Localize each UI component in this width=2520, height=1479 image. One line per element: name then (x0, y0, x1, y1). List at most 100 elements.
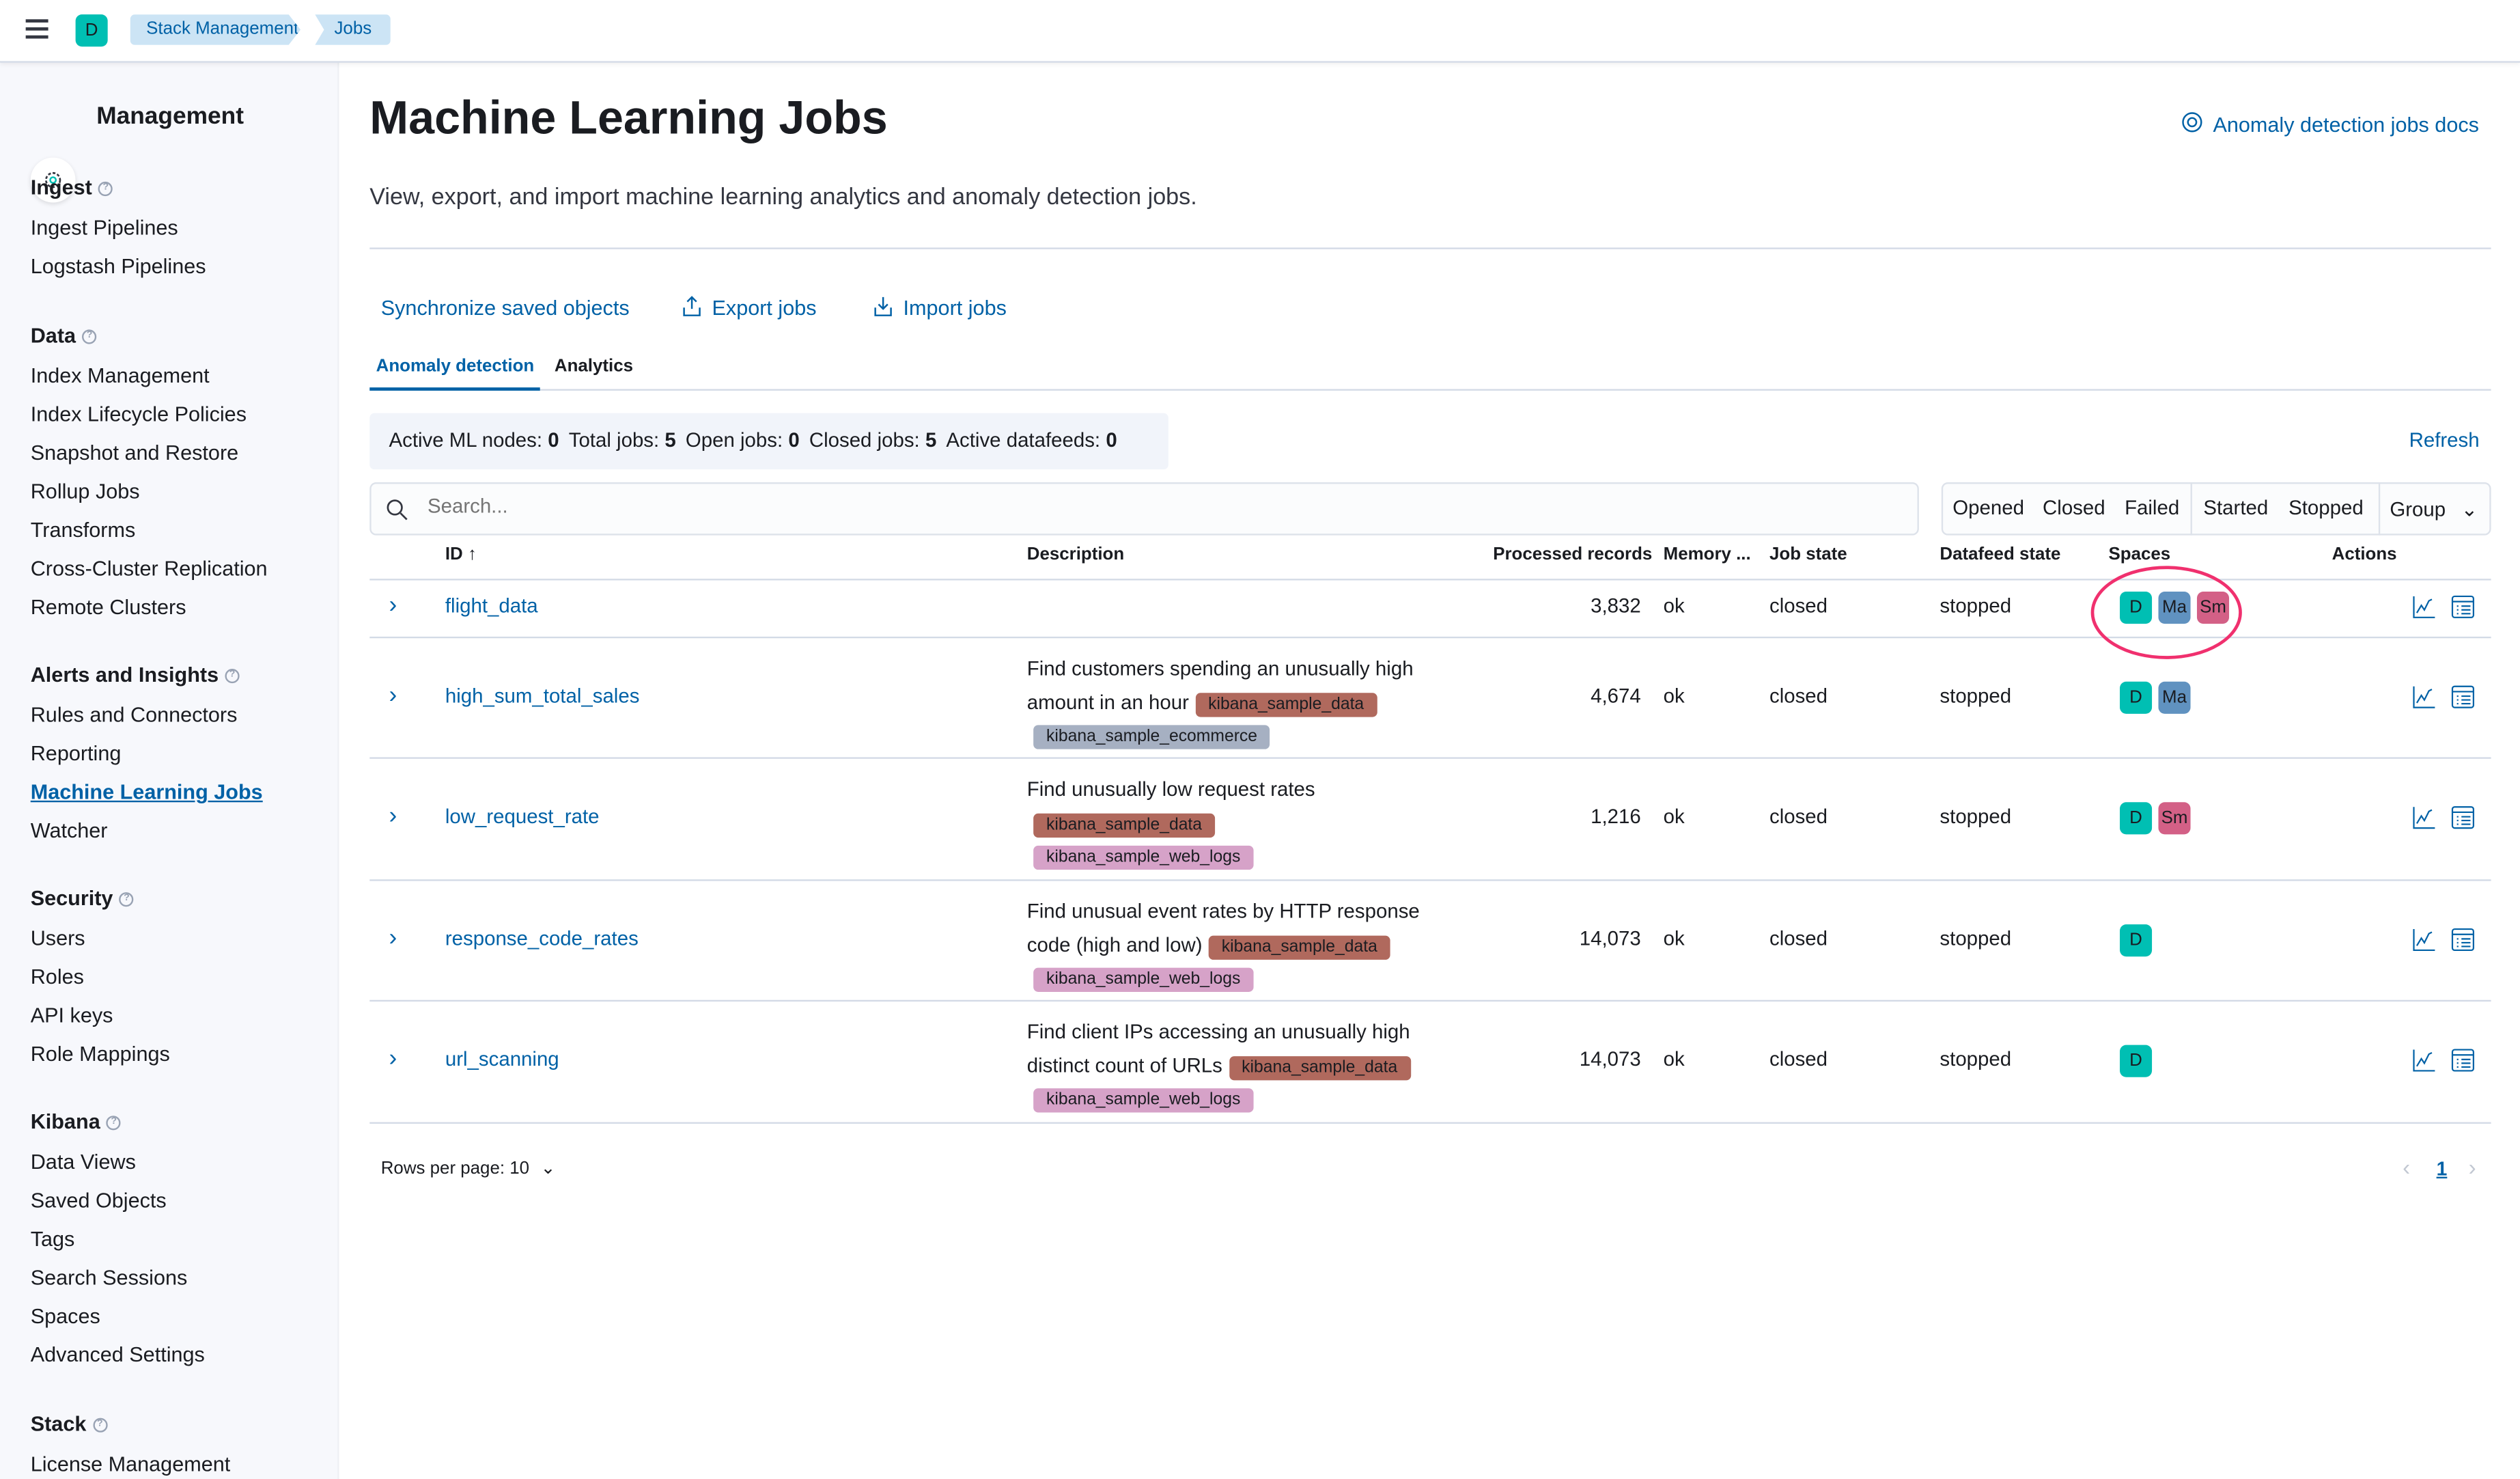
expand-row-chevron-icon[interactable]: › (389, 923, 397, 951)
column-job-state[interactable]: Job state (1769, 544, 1847, 565)
import-jobs-button[interactable]: Import jobs (873, 296, 1007, 322)
column-id[interactable]: ID ↑ (445, 544, 477, 565)
manage-job-list-icon[interactable] (2451, 595, 2475, 624)
space-badge-ma[interactable]: Ma (2158, 680, 2191, 713)
group-tag[interactable]: kibana_sample_web_logs (1033, 1088, 1254, 1113)
menu-icon[interactable] (25, 19, 48, 39)
sidebar-item-role-mappings[interactable]: Role Mappings (30, 1041, 170, 1066)
job-id-link[interactable]: low_request_rate (445, 805, 600, 828)
docs-link[interactable]: Anomaly detection jobs docs (2181, 111, 2479, 138)
space-badge-d[interactable]: D (2120, 680, 2153, 713)
expand-row-chevron-icon[interactable]: › (389, 802, 397, 830)
group-filter-dropdown[interactable]: Group ⌄ (2390, 498, 2478, 521)
sidebar-item-users[interactable]: Users (30, 926, 85, 950)
sidebar-item-machine-learning-jobs[interactable]: Machine Learning Jobs (30, 779, 263, 804)
view-results-icon[interactable] (2412, 684, 2436, 713)
group-tag[interactable]: kibana_sample_data (1208, 935, 1390, 959)
page-1-button[interactable]: 1 (2436, 1157, 2448, 1180)
expand-row-chevron-icon[interactable]: › (389, 592, 397, 620)
filter-started[interactable]: Started (2203, 497, 2269, 520)
view-results-icon[interactable] (2412, 927, 2436, 956)
column-memory[interactable]: Memory ... (1663, 544, 1751, 565)
tab-analytics[interactable]: Analytics (554, 357, 634, 376)
sidebar-item-advanced-settings[interactable]: Advanced Settings (30, 1342, 205, 1367)
sync-saved-objects-button[interactable]: Synchronize saved objects (380, 296, 630, 320)
manage-job-list-icon[interactable] (2451, 1048, 2475, 1077)
job-description: Find customers spending an unusually hig… (1027, 652, 1445, 751)
sidebar-item-data-views[interactable]: Data Views (30, 1149, 136, 1174)
filter-closed[interactable]: Closed (2043, 497, 2105, 520)
stat-value: 0 (548, 429, 559, 452)
sidebar-item-index-management[interactable]: Index Management (30, 363, 210, 388)
space-badge-d[interactable]: D (2120, 1045, 2153, 1077)
search-input-wrapper[interactable] (369, 482, 1919, 536)
space-badge-d[interactable]: D (2120, 802, 2153, 835)
sidebar-item-saved-objects[interactable]: Saved Objects (30, 1188, 167, 1213)
sidebar-item-snapshot-and-restore[interactable]: Snapshot and Restore (30, 440, 239, 465)
help-icon[interactable]: ? (92, 1418, 107, 1433)
sidebar-item-spaces[interactable]: Spaces (30, 1303, 100, 1328)
view-results-icon[interactable] (2412, 1048, 2436, 1077)
sidebar-item-search-sessions[interactable]: Search Sessions (30, 1265, 188, 1290)
sidebar-item-roles[interactable]: Roles (30, 964, 84, 989)
manage-job-list-icon[interactable] (2451, 805, 2475, 834)
processed-records: 14,073 (1579, 926, 1641, 950)
filter-opened[interactable]: Opened (1952, 497, 2024, 520)
refresh-button[interactable]: Refresh (2409, 429, 2480, 452)
help-icon[interactable]: ? (225, 669, 240, 684)
job-id-link[interactable]: url_scanning (445, 1048, 559, 1071)
column-processed-records[interactable]: Processed records (1493, 544, 1653, 565)
filter-failed[interactable]: Failed (2125, 497, 2180, 520)
group-tag[interactable]: kibana_sample_data (1229, 1055, 1411, 1080)
job-id-link[interactable]: flight_data (445, 594, 538, 618)
sidebar-item-rules-and-connectors[interactable]: Rules and Connectors (30, 702, 238, 727)
column-datafeed-state[interactable]: Datafeed state (1940, 544, 2061, 565)
space-badge-d[interactable]: D (2120, 923, 2153, 956)
sidebar-item-tags[interactable]: Tags (30, 1226, 75, 1251)
space-badge-sm[interactable]: Sm (2196, 592, 2230, 624)
next-page-icon[interactable]: › (2468, 1154, 2476, 1180)
sidebar-item-watcher[interactable]: Watcher (30, 818, 108, 843)
manage-job-list-icon[interactable] (2451, 684, 2475, 713)
job-id-link[interactable]: high_sum_total_sales (445, 684, 640, 707)
help-icon[interactable]: ? (82, 329, 97, 344)
sidebar-item-cross-cluster-replication[interactable]: Cross-Cluster Replication (30, 556, 268, 581)
space-badge-sm[interactable]: Sm (2158, 802, 2191, 835)
space-badge-d[interactable]: D (2120, 592, 2153, 624)
expand-row-chevron-icon[interactable]: › (389, 1045, 397, 1073)
tab-anomaly-detection[interactable]: Anomaly detection (369, 357, 541, 391)
section-label: Stack (30, 1411, 87, 1436)
sidebar-item-license-management[interactable]: License Management (30, 1452, 231, 1476)
filter-stopped[interactable]: Stopped (2288, 497, 2364, 520)
job-id-link[interactable]: response_code_rates (445, 926, 639, 950)
prev-page-icon[interactable]: ‹ (2403, 1154, 2411, 1180)
sidebar-item-remote-clusters[interactable]: Remote Clusters (30, 594, 186, 620)
stats-bar: Active ML nodes: 0 Total jobs: 5 Open jobs… (369, 413, 1168, 470)
help-icon[interactable]: ? (119, 892, 135, 907)
sidebar-item-ingest-pipelines[interactable]: Ingest Pipelines (30, 215, 178, 240)
rows-per-page-dropdown[interactable]: Rows per page: 10 ⌄ (380, 1159, 556, 1178)
help-icon[interactable]: ? (107, 1116, 122, 1131)
group-tag[interactable]: kibana_sample_data (1033, 812, 1215, 837)
group-tag[interactable]: kibana_sample_web_logs (1033, 845, 1254, 870)
manage-job-list-icon[interactable] (2451, 927, 2475, 956)
column-description[interactable]: Description (1026, 544, 1125, 565)
view-results-icon[interactable] (2412, 595, 2436, 624)
view-results-icon[interactable] (2412, 805, 2436, 834)
sidebar-item-reporting[interactable]: Reporting (30, 741, 122, 766)
expand-row-chevron-icon[interactable]: › (389, 680, 397, 708)
space-avatar[interactable]: D (75, 14, 108, 47)
export-jobs-button[interactable]: Export jobs (682, 296, 817, 322)
search-input[interactable] (424, 493, 1877, 520)
group-tag[interactable]: kibana_sample_web_logs (1033, 967, 1254, 992)
space-badge-ma[interactable]: Ma (2158, 592, 2191, 624)
help-icon[interactable]: ? (98, 182, 113, 197)
sidebar-item-rollup-jobs[interactable]: Rollup Jobs (30, 479, 140, 503)
group-tag[interactable]: kibana_sample_data (1195, 692, 1377, 717)
sidebar-item-api-keys[interactable]: API keys (30, 1003, 113, 1027)
sidebar-item-index-lifecycle-policies[interactable]: Index Lifecycle Policies (30, 402, 247, 426)
sidebar-item-transforms[interactable]: Transforms (30, 517, 136, 542)
breadcrumb-stack-management[interactable]: Stack Management (130, 14, 301, 45)
group-tag[interactable]: kibana_sample_ecommerce (1033, 725, 1270, 749)
sidebar-item-logstash-pipelines[interactable]: Logstash Pipelines (30, 253, 206, 279)
